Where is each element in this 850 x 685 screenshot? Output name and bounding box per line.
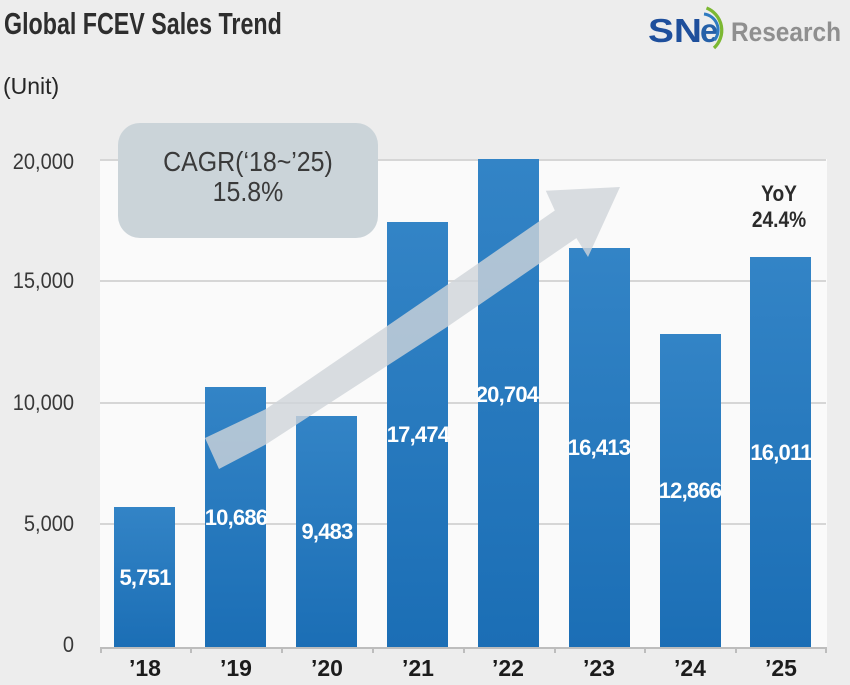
svg-text:SN: SN	[648, 12, 702, 49]
svg-text:e: e	[700, 12, 718, 49]
svg-text:Research: Research	[731, 17, 841, 47]
